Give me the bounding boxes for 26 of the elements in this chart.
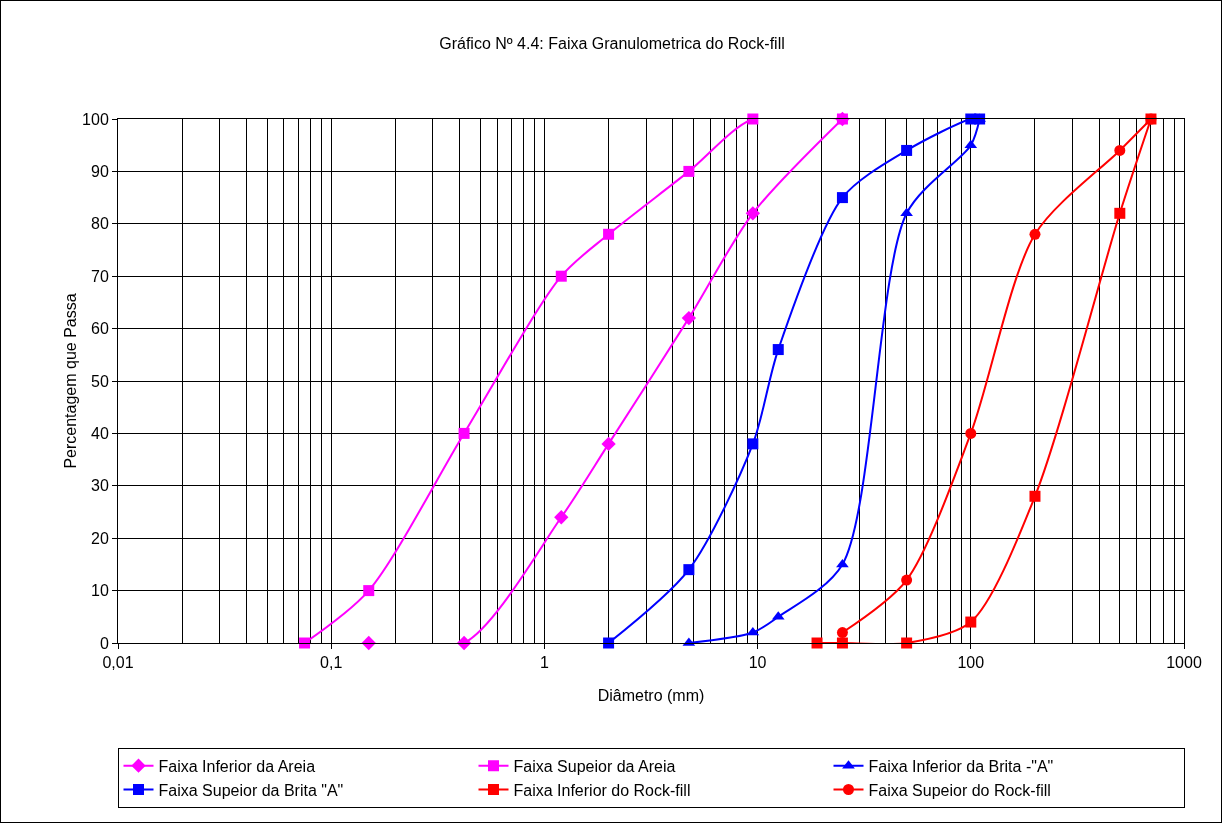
y-tick-label: 50: [91, 372, 109, 390]
y-tick-label: 100: [82, 110, 109, 128]
x-tick-label: 1000: [1166, 654, 1202, 672]
x-tick-label: 1: [539, 654, 549, 672]
y-tick-label: 60: [91, 320, 109, 338]
x-tick-label: 0,01: [102, 654, 134, 672]
y-tick-label: 70: [91, 267, 109, 285]
y-tick-label: 30: [91, 477, 109, 495]
chart-title: Gráfico Nº 4.4: Faixa Granulometrica do Rock-fill: [439, 35, 785, 53]
y-tick-label: 10: [91, 582, 109, 600]
x-axis-title: Diâmetro (mm): [597, 687, 705, 704]
x-tick-label: 0,1: [320, 654, 343, 672]
y-axis-title: Percentagem que Passa: [62, 293, 79, 469]
legend-label: Faixa Inferior da Brita -"A": [868, 757, 1054, 775]
y-tick-label: 80: [91, 215, 109, 233]
x-tick-label: 10: [748, 654, 767, 672]
y-tick-label: 20: [91, 529, 109, 547]
y-tick-label: 90: [91, 163, 109, 180]
y-tick-label: 40: [91, 425, 109, 442]
legend-label: Faixa Supeior da Brita "A": [158, 781, 344, 799]
legend-label: Faixa Inferior do Rock-fill: [513, 781, 691, 799]
x-tick-label: 100: [957, 654, 985, 672]
legend-label: Faixa Supeior da Areia: [513, 757, 676, 775]
legend-label: Faixa Supeior do Rock-fill: [868, 781, 1051, 799]
legend-label: Faixa Inferior da Areia: [158, 757, 316, 775]
y-tick-label: 0: [99, 634, 109, 652]
